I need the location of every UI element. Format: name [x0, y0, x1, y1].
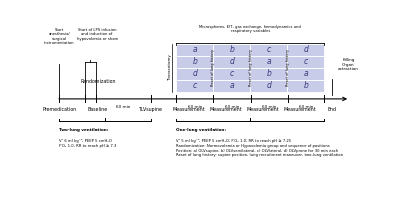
Bar: [250, 44, 287, 56]
Text: Measurement: Measurement: [284, 107, 316, 113]
Text: Thoracotomy: Thoracotomy: [168, 54, 172, 81]
Text: b: b: [304, 81, 308, 90]
Text: Reset of lung history: Reset of lung history: [248, 49, 252, 86]
Text: c: c: [193, 81, 197, 90]
Text: Microspheres, EIT, gas exchange, hemodynamics and
respiratory variables: Microspheres, EIT, gas exchange, hemodyn…: [199, 25, 301, 33]
Bar: [287, 56, 324, 68]
Text: Killing
Organ
extraction: Killing Organ extraction: [338, 58, 359, 71]
Text: a: a: [304, 69, 308, 78]
Text: a: a: [193, 45, 197, 54]
Bar: [287, 44, 324, 56]
Text: a: a: [230, 81, 234, 90]
Text: a: a: [266, 57, 271, 66]
Text: Vᵀ 5 ml kg⁻¹; PEEP 5 cmH₂O; FᴵO₂ 1.0; RR to reach pH ≥ 7.25
Randomization: Normo: Vᵀ 5 ml kg⁻¹; PEEP 5 cmH₂O; FᴵO₂ 1.0; RR…: [176, 139, 344, 157]
Text: b: b: [192, 57, 198, 66]
Text: Baseline: Baseline: [88, 107, 108, 113]
Bar: [214, 44, 250, 56]
Text: One-lung ventilation:: One-lung ventilation:: [176, 128, 226, 132]
Text: 60 min: 60 min: [225, 105, 239, 109]
Text: Premedication: Premedication: [42, 107, 76, 113]
Text: Measurement: Measurement: [209, 107, 242, 113]
Text: c: c: [304, 57, 308, 66]
Text: Start
anesthesia/
surgical
instrumentation: Start anesthesia/ surgical instrumentati…: [44, 28, 74, 45]
Text: Reset of lung history: Reset of lung history: [211, 49, 215, 86]
Text: Reset of lung history: Reset of lung history: [286, 49, 290, 86]
Bar: [214, 56, 250, 68]
Text: b: b: [266, 69, 271, 78]
Bar: [176, 56, 214, 68]
Text: Start of LPS infusion
and induction of
hypovolemia or sham: Start of LPS infusion and induction of h…: [76, 28, 118, 41]
Bar: [287, 68, 324, 80]
Text: d: d: [266, 81, 271, 90]
Text: End: End: [328, 107, 337, 113]
Text: d: d: [192, 69, 198, 78]
Bar: [214, 80, 250, 92]
Text: d: d: [230, 57, 234, 66]
Text: 60 min: 60 min: [188, 105, 202, 109]
Bar: [250, 68, 287, 80]
Text: Measurement: Measurement: [172, 107, 205, 113]
Bar: [250, 80, 287, 92]
Text: 60 min: 60 min: [299, 105, 313, 109]
Text: Vᵀ 6 ml kg⁻¹; PEEP 5 cmH₂O
FᴵO₂ 1.0, RR to reach pH ≥ 7.3: Vᵀ 6 ml kg⁻¹; PEEP 5 cmH₂O FᴵO₂ 1.0, RR …: [59, 139, 117, 148]
Text: b: b: [230, 45, 234, 54]
Text: Randomization: Randomization: [80, 79, 116, 83]
Text: Measurement: Measurement: [246, 107, 279, 113]
Text: 60 min: 60 min: [262, 105, 276, 109]
Bar: [214, 68, 250, 80]
Bar: [176, 80, 214, 92]
Bar: [176, 68, 214, 80]
Bar: [176, 44, 214, 56]
Text: c: c: [230, 69, 234, 78]
Text: 60 min: 60 min: [116, 105, 130, 109]
Text: Two-lung ventilation:: Two-lung ventilation:: [59, 128, 109, 132]
Bar: [287, 80, 324, 92]
Bar: [250, 56, 287, 68]
Text: TLVsupine: TLVsupine: [139, 107, 163, 113]
Text: c: c: [267, 45, 271, 54]
Text: d: d: [304, 45, 308, 54]
